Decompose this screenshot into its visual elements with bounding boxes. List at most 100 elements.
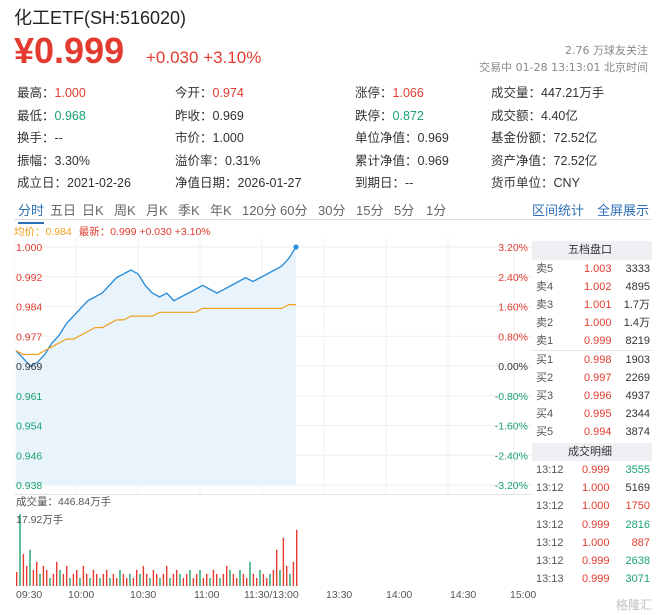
volume-bar: [42, 565, 45, 586]
volume-chart: [14, 494, 532, 586]
stat-cell: 成交额：4.40亿: [491, 107, 578, 125]
trade-time: 13:12: [536, 536, 564, 549]
stat-label: 货币单位：: [491, 176, 554, 190]
y-tick-right: -1.60%: [495, 421, 528, 433]
orderbook-price: 0.999: [584, 335, 612, 347]
trade-volume: 2816: [625, 518, 650, 531]
tab-5分[interactable]: 5分: [394, 203, 415, 218]
stat-cell: 成立日：2021-02-26: [17, 174, 131, 192]
trading-status: 交易中 01-28 13:13:01 北京时间: [479, 61, 648, 74]
tab-五日[interactable]: 五日: [50, 203, 77, 218]
stats-row: 换手：-- 市价：1.000 单位净值：0.969 基金份额：72.52亿: [17, 129, 647, 151]
stats-row: 最低：0.968 昨收：0.969 跌停：0.872 成交额：4.40亿: [17, 107, 647, 129]
y-tick-left: 0.977: [16, 331, 42, 343]
trade-price: 0.999: [582, 554, 610, 567]
volume-bar: [282, 537, 285, 586]
volume-bar: [26, 565, 28, 586]
orderbook-price: 1.000: [584, 317, 612, 329]
volume-bar: [226, 565, 228, 586]
volume-bar: [142, 565, 145, 586]
orderbook-level: 买4: [536, 408, 554, 420]
tab-日K[interactable]: 日K: [82, 203, 104, 218]
tab-60分[interactable]: 60分: [280, 203, 308, 218]
volume-bar: [69, 578, 71, 586]
trade-volume: 3071: [625, 573, 650, 586]
trade-volume: 3555: [625, 464, 650, 476]
followers-count[interactable]: 2.76 万球友关注: [565, 44, 648, 57]
tab-120分[interactable]: 120分: [242, 203, 277, 218]
tab-right-全屏展示[interactable]: 全屏展示: [597, 203, 650, 218]
volume-bar: [202, 578, 205, 586]
volume-bar: [286, 565, 288, 586]
stat-value: 0.31%: [225, 153, 261, 168]
tab-季K[interactable]: 季K: [178, 203, 200, 218]
stat-value: 0.974: [212, 86, 244, 100]
trade-time: 13:12: [536, 464, 564, 476]
tab-1分[interactable]: 1分: [426, 203, 447, 218]
volume-bar: [216, 573, 218, 586]
volume-bar: [279, 569, 281, 586]
orderbook-price: 1.001: [584, 299, 612, 311]
stat-value: 447.21万手: [541, 86, 605, 100]
stat-value: 3.30%: [54, 153, 90, 168]
stat-label: 成立日：: [17, 176, 68, 190]
orderbook-row: 买3 0.996 4937: [532, 387, 652, 405]
trade-price: 1.000: [582, 500, 610, 513]
volume-bar: [269, 573, 271, 586]
orderbook-level: 卖5: [536, 263, 554, 275]
trade-row: 13:13 0.999 3071: [532, 570, 652, 588]
y-tick-left: 0.992: [16, 272, 42, 284]
trade-row: 13:12 1.000 5169: [532, 479, 652, 497]
stat-label: 振幅：: [17, 153, 55, 168]
orderbook-volume: 3874: [625, 426, 650, 438]
tab-周K[interactable]: 周K: [114, 203, 136, 218]
trade-time: 13:13: [536, 573, 564, 586]
orderbook-level: 卖2: [536, 317, 554, 329]
y-tick-right: -2.40%: [495, 450, 528, 462]
volume-bar: [259, 569, 261, 586]
orderbook-volume: 2344: [625, 408, 650, 420]
volume-bar: [209, 578, 211, 586]
volume-bar: [262, 573, 265, 586]
tab-right-区间统计[interactable]: 区间统计: [532, 203, 585, 218]
trade-volume: 1750: [625, 500, 650, 513]
stat-value: 72.52亿: [553, 153, 598, 168]
volume-bar: [289, 573, 291, 586]
volume-bar: [152, 569, 155, 586]
tab-15分[interactable]: 15分: [356, 203, 384, 218]
time-tick: 10:30: [130, 589, 157, 601]
orderbook-row: 买4 0.995 2344: [532, 405, 652, 423]
orderbook-volume: 1903: [625, 354, 650, 366]
volume-bar: [89, 578, 91, 586]
stat-cell: 到期日：--: [355, 174, 413, 192]
volume-bar: [129, 573, 131, 586]
tab-月K[interactable]: 月K: [146, 203, 168, 218]
orderbook-row: 卖3 1.001 1.7万: [532, 296, 652, 314]
stat-cell: 成交量：447.21万手: [491, 84, 604, 102]
volume-bar: [62, 573, 65, 586]
orderbook-divider: [532, 350, 652, 351]
tab-分时[interactable]: 分时: [18, 200, 45, 224]
order-book: 五档盘口 卖5 1.003 3333 卖4 1.002 4895 卖3 1.001 1.7万 卖2 1…: [532, 241, 652, 441]
stat-label: 单位净值：: [355, 131, 418, 145]
chart-tabs: 分时 五日 日K 周K 月K 季K 年K 120分 60分 30分 15分 5分 1分 区间统计 全屏展示: [14, 198, 652, 224]
orderbook-volume: 4895: [625, 281, 650, 293]
tab-年K[interactable]: 年K: [210, 203, 232, 218]
volume-bar: [272, 569, 275, 586]
trade-time: 13:12: [536, 554, 564, 567]
stat-value: 2026-01-27: [237, 176, 302, 190]
volume-bar: [16, 571, 18, 586]
stat-cell: 最高：1.000: [17, 84, 86, 102]
volume-bar: [79, 578, 81, 586]
orderbook-row: 卖5 1.003 3333: [532, 260, 652, 278]
stat-cell: 跌停：0.872: [355, 107, 424, 125]
volume-bar: [182, 578, 185, 586]
orderbook-level: 买3: [536, 390, 554, 402]
volume-bar: [199, 569, 201, 586]
price-change: +0.030 +3.10%: [146, 48, 262, 67]
tab-30分[interactable]: 30分: [318, 203, 346, 218]
volume-bar: [162, 573, 165, 586]
stat-value: 0.969: [417, 153, 449, 168]
stat-label: 净值日期：: [175, 176, 238, 190]
trade-row: 13:12 1.000 1750: [532, 497, 652, 515]
